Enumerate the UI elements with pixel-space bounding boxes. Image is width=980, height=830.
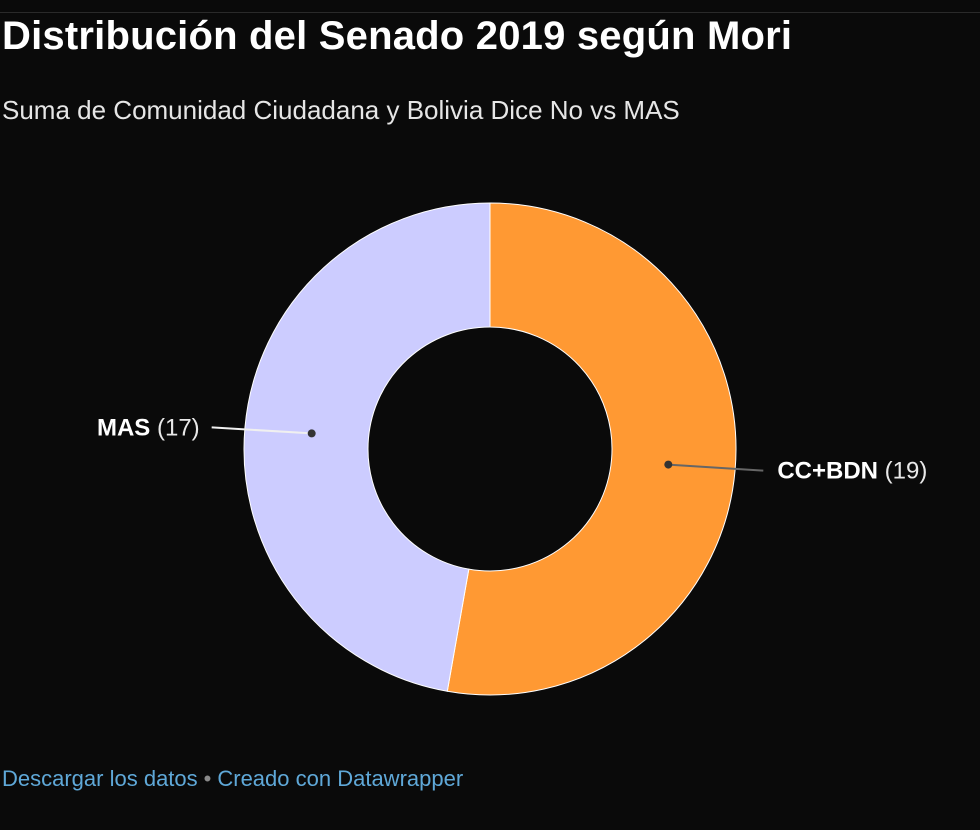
slice-label-0: CC+BDN (19)	[777, 458, 927, 485]
footer-separator: •	[203, 766, 212, 791]
slice-label-value: (17)	[157, 414, 200, 441]
slice-label-name: CC+BDN	[777, 458, 884, 485]
donut-labels: CC+BDN (19) MAS (17)	[97, 414, 927, 484]
slice-mas	[243, 202, 491, 692]
slice-cc-bdn	[446, 202, 737, 696]
download-data-link[interactable]: Descargar los datos	[2, 766, 198, 791]
slice-label-1: MAS (17)	[97, 414, 200, 441]
top-divider	[0, 12, 980, 13]
chart-title: Distribución del Senado 2019 según Mori	[2, 14, 793, 58]
leader-line-0	[668, 463, 764, 472]
leader-dot-1	[307, 429, 316, 438]
leader-line-1	[211, 426, 312, 435]
chart-footer: Descargar los datos • Creado con Datawrapp…	[2, 766, 463, 792]
chart-subtitle: Suma de Comunidad Ciudadana y Bolivia Di…	[2, 95, 680, 125]
leader-dot-0	[664, 460, 673, 469]
donut-slices	[243, 202, 737, 696]
slice-label-name: MAS	[97, 414, 157, 441]
datawrapper-credit-link[interactable]: Creado con Datawrapper	[217, 766, 464, 791]
slice-label-value: (19)	[885, 458, 928, 485]
